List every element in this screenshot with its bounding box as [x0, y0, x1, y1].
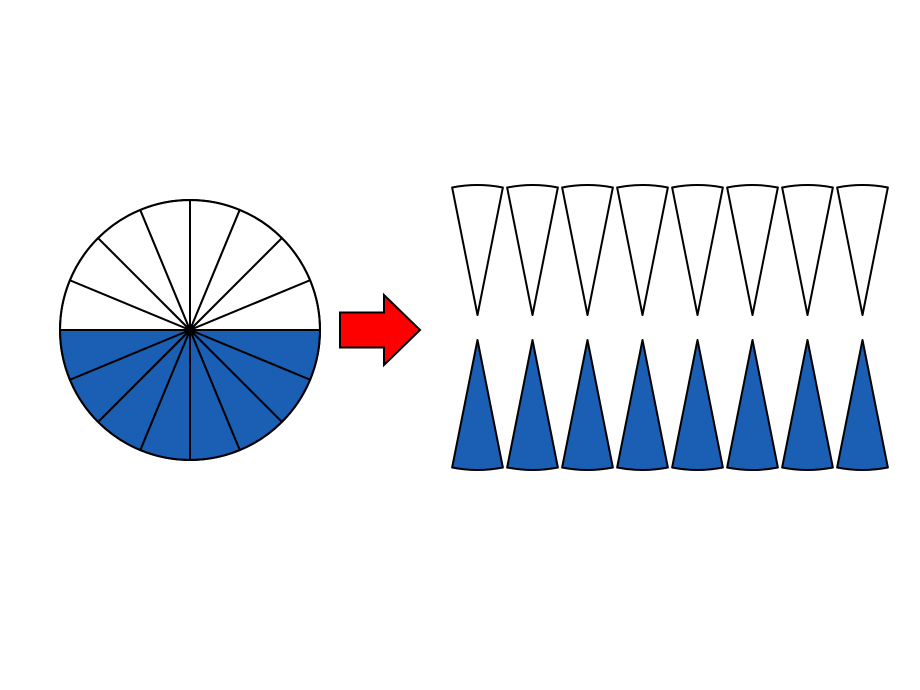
top-row-wedge — [507, 185, 558, 315]
bottom-row-wedge — [672, 340, 723, 470]
bottom-row-wedge — [837, 340, 888, 470]
top-row-wedge — [672, 185, 723, 315]
diagram-svg — [0, 0, 920, 690]
circle-sectors — [60, 200, 320, 460]
top-row-wedge — [452, 185, 503, 315]
arrow-icon — [340, 295, 420, 365]
bottom-row-wedge — [452, 340, 503, 470]
top-row — [452, 185, 888, 315]
bottom-row-wedge — [727, 340, 778, 470]
top-row-wedge — [562, 185, 613, 315]
top-row-wedge — [727, 185, 778, 315]
bottom-row-wedge — [507, 340, 558, 470]
top-row-wedge — [617, 185, 668, 315]
bottom-row-wedge — [562, 340, 613, 470]
top-row-wedge — [782, 185, 833, 315]
top-row-wedge — [837, 185, 888, 315]
bottom-row-wedge — [617, 340, 668, 470]
bottom-row-wedge — [782, 340, 833, 470]
bottom-row — [452, 340, 888, 470]
